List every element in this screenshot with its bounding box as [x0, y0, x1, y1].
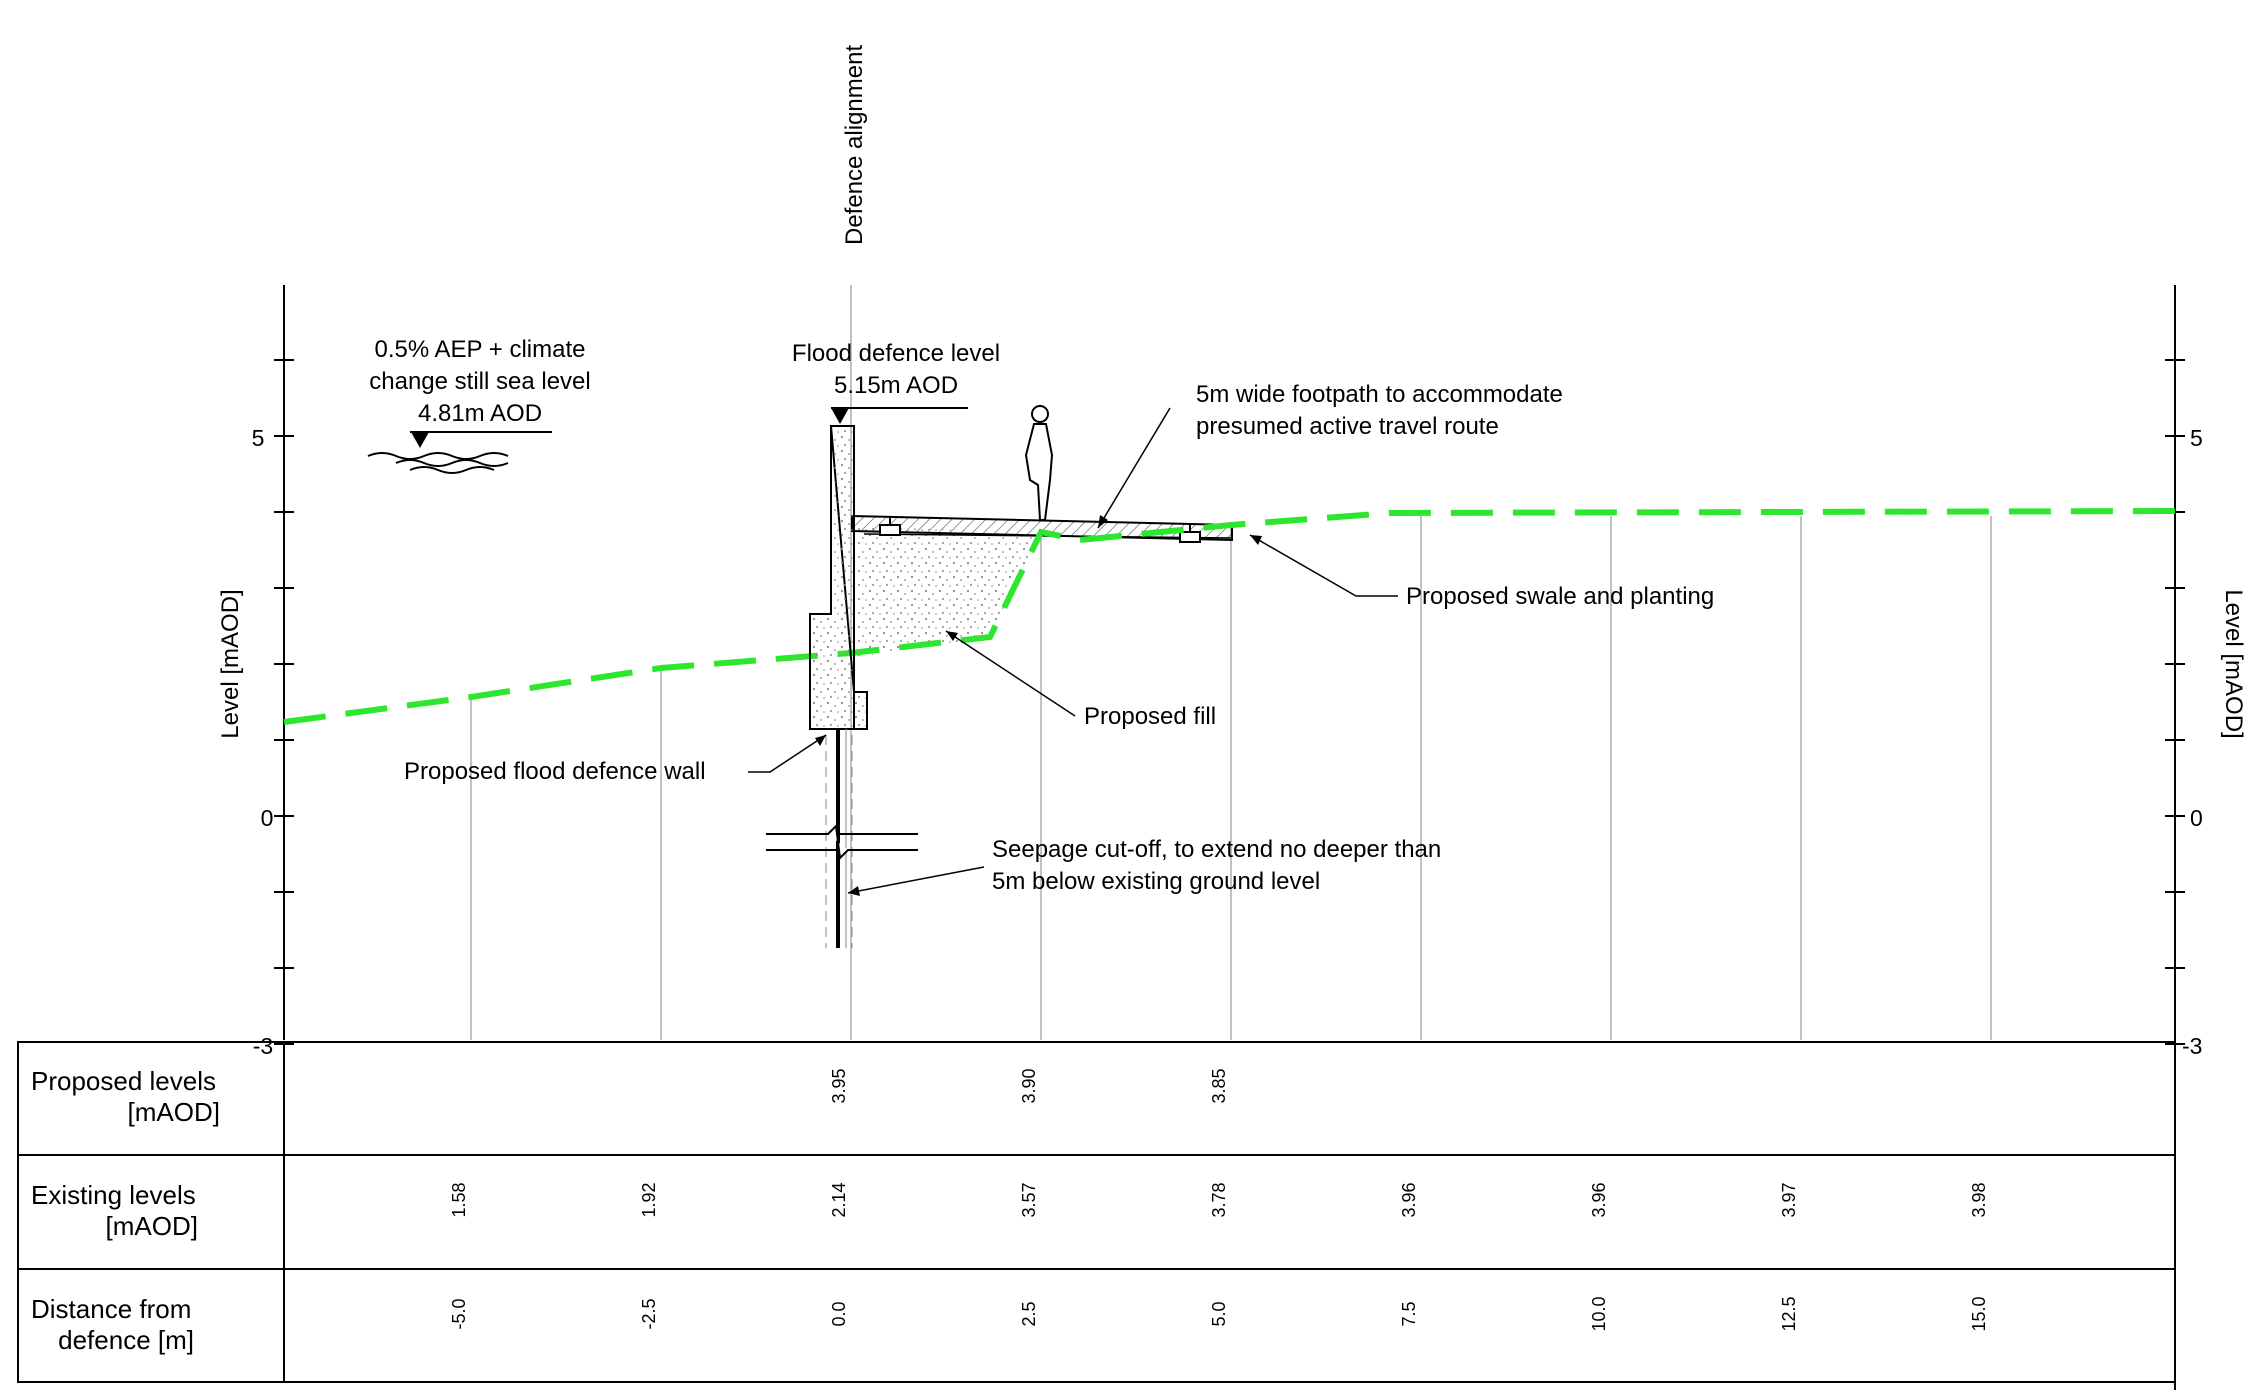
table-cell: 1.92: [639, 1182, 659, 1217]
table-cell: 3.98: [1969, 1182, 1989, 1217]
table-cell: 3.78: [1209, 1182, 1229, 1217]
footpath-leader: [1097, 407, 1171, 529]
swale-leader: [1249, 534, 1398, 597]
seepage-leader: [847, 866, 985, 894]
table-cell: -5.0: [449, 1298, 469, 1329]
sea-level-note-line3: 4.81m AOD: [418, 400, 542, 427]
wall-note: Proposed flood defence wall: [404, 758, 706, 785]
row-label-distance-1: Distance from: [31, 1294, 191, 1324]
row-label-existing-2: [mAOD]: [106, 1211, 198, 1241]
y-tick-5-right: 5: [2190, 425, 2203, 451]
fill-arrow-icon: [946, 631, 958, 641]
sea-level-note-line1: 0.5% AEP + climate: [374, 336, 585, 363]
proposed-fill-area: [858, 527, 1040, 657]
table-cell: 3.95: [829, 1068, 849, 1103]
y-tick-0-right: 0: [2190, 805, 2203, 831]
table-row-distance: Distance from defence [m]: [31, 1294, 194, 1355]
table-cell: 2.14: [829, 1182, 849, 1217]
row-label-proposed-2: [mAOD]: [128, 1097, 220, 1127]
swale-arrow-icon: [1250, 535, 1262, 545]
table-cell: 5.0: [1209, 1301, 1229, 1326]
table-cell: 3.57: [1019, 1182, 1039, 1217]
seepage-note-line2: 5m below existing ground level: [992, 868, 1320, 895]
kerb-right-icon: [1179, 524, 1201, 543]
y-tick-minus3-right: -3: [2182, 1033, 2202, 1059]
defence-alignment-label: Defence alignment: [841, 45, 868, 245]
table-row-proposed: Proposed levels [mAOD]: [31, 1066, 220, 1127]
y-tick-5-left: 5: [252, 425, 265, 451]
table-cell: 1.58: [449, 1182, 469, 1217]
table-cell: 3.96: [1399, 1182, 1419, 1217]
table-cell: 3.90: [1019, 1068, 1039, 1103]
existing-ground-line: [283, 508, 2176, 725]
table-cell: 7.5: [1399, 1301, 1419, 1326]
axis-label-left: Level [mAOD]: [217, 589, 244, 738]
table-cell: 3.85: [1209, 1068, 1229, 1103]
seepage-note-line1: Seepage cut-off, to extend no deeper tha…: [992, 836, 1441, 863]
footpath-arrow-icon: [1098, 515, 1108, 528]
kerb-left-icon: [879, 518, 901, 536]
sea-level-note-line2: change still sea level: [369, 368, 590, 395]
table-cell: -2.5: [639, 1298, 659, 1329]
flood-defence-wall: [809, 425, 868, 730]
seepage-arrow-icon: [848, 886, 860, 896]
axis-label-right: Level [mAOD]: [2220, 589, 2247, 738]
table-cell: 3.97: [1779, 1182, 1799, 1217]
table-cell: 10.0: [1589, 1296, 1609, 1331]
flood-level-note-line2: 5.15m AOD: [834, 372, 958, 399]
person-figure-icon: [1024, 405, 1054, 521]
table-values: 3.95 3.90 3.85 1.58 1.92 2.14 3.57 3.78 3.96 3.96…: [449, 1068, 1989, 1331]
wall-arrow-icon: [815, 735, 826, 746]
row-label-distance-2: defence [m]: [58, 1325, 194, 1355]
table-cell: 3.96: [1589, 1182, 1609, 1217]
footpath-note-line1: 5m wide footpath to accommodate: [1196, 381, 1563, 408]
footpath-note-line2: presumed active travel route: [1196, 413, 1499, 440]
fill-leader: [945, 630, 1076, 717]
fill-note: Proposed fill: [1084, 703, 1216, 730]
row-label-proposed-1: Proposed levels: [31, 1066, 216, 1096]
y-tick-minus3-left: -3: [253, 1033, 273, 1059]
seepage-cutoff: [766, 729, 918, 948]
table-cell: 0.0: [829, 1301, 849, 1326]
table-cell: 15.0: [1969, 1296, 1989, 1331]
flood-level-marker: [831, 407, 968, 424]
y-tick-0-left: 0: [261, 805, 274, 831]
sea-level-symbol: [367, 431, 552, 474]
row-label-existing-1: Existing levels: [31, 1180, 196, 1210]
table-cell: 12.5: [1779, 1296, 1799, 1331]
level-table: [17, 1041, 2176, 1383]
wall-leader: [748, 734, 827, 773]
table-row-existing: Existing levels [mAOD]: [31, 1180, 198, 1241]
table-cell: 2.5: [1019, 1301, 1039, 1326]
swale-note: Proposed swale and planting: [1406, 583, 1714, 610]
flood-level-note-line1: Flood defence level: [792, 340, 1000, 367]
left-level-axis: [274, 285, 294, 1045]
